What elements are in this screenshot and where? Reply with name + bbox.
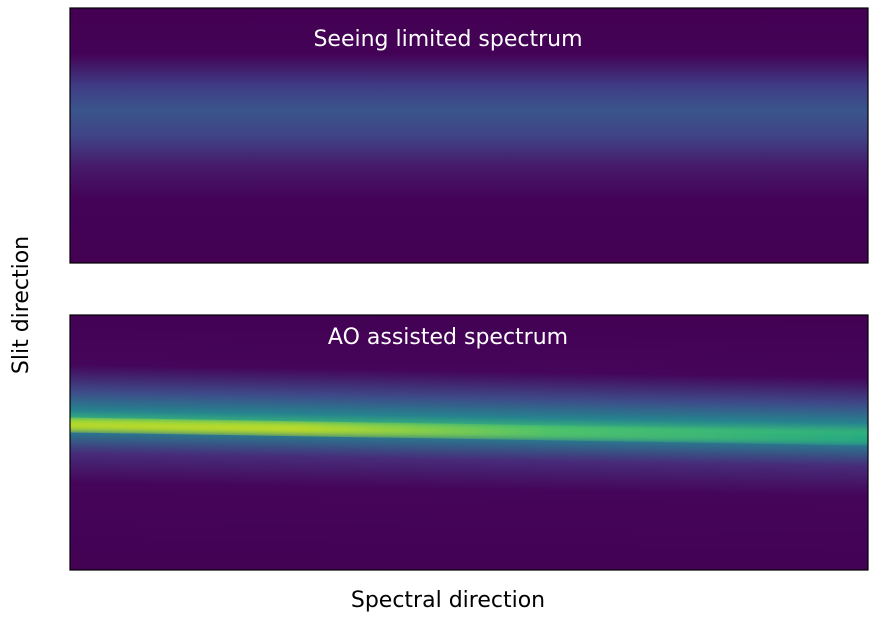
panel-title: Seeing limited spectrum bbox=[313, 27, 582, 52]
spectrum-image bbox=[70, 8, 868, 263]
x-axis-label: Spectral direction bbox=[351, 588, 545, 613]
panel-frame bbox=[69, 7, 869, 264]
spectrum-image bbox=[70, 315, 868, 570]
panel-frame bbox=[69, 314, 869, 571]
y-axis-label: Slit direction bbox=[9, 236, 34, 374]
panel-title: AO assisted spectrum bbox=[328, 325, 568, 350]
